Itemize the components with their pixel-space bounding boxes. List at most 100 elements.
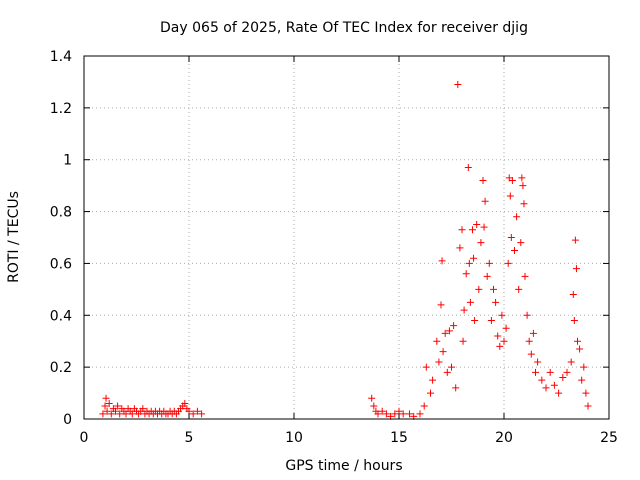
data-point	[416, 410, 424, 418]
data-point	[122, 410, 130, 418]
data-point	[445, 327, 453, 335]
data-point	[513, 213, 521, 221]
data-point	[511, 246, 518, 254]
x-tick-label: 10	[285, 430, 303, 446]
x-tick-label: 20	[495, 430, 513, 446]
data-point	[441, 329, 449, 337]
data-point	[580, 363, 588, 371]
data-point	[462, 270, 470, 278]
data-point	[456, 244, 464, 252]
data-point	[518, 174, 526, 182]
y-tick-label: 0.8	[50, 205, 72, 221]
data-point	[567, 358, 575, 366]
data-point	[483, 272, 491, 280]
y-tick-label: 1.4	[50, 49, 72, 65]
data-point	[508, 176, 516, 184]
data-point	[521, 272, 529, 280]
data-point	[532, 368, 539, 376]
grid-lines	[84, 56, 609, 419]
data-point	[477, 239, 485, 247]
y-tick-label: 1	[63, 153, 72, 169]
data-point	[574, 337, 581, 345]
x-tick-label: 25	[600, 430, 618, 446]
data-point	[128, 410, 136, 418]
data-point	[102, 394, 110, 402]
data-point	[459, 337, 467, 345]
data-point	[99, 410, 107, 418]
data-point	[502, 324, 510, 332]
data-point	[460, 306, 468, 314]
data-point	[101, 402, 109, 410]
data-point	[452, 384, 460, 392]
data-point	[443, 368, 451, 376]
data-point	[527, 350, 535, 358]
data-point	[112, 407, 119, 415]
x-tick-label: 15	[390, 430, 408, 446]
y-tick-label: 0.2	[50, 360, 72, 376]
chart-title: Day 065 of 2025, Rate Of TEC Index for r…	[160, 20, 528, 36]
data-point	[498, 311, 506, 319]
data-point	[422, 363, 430, 371]
data-point	[523, 311, 531, 319]
data-point	[519, 182, 527, 190]
data-point	[105, 399, 113, 407]
data-point	[139, 405, 147, 413]
data-point	[374, 410, 382, 418]
data-point	[570, 316, 578, 324]
data-point	[487, 316, 495, 324]
axis-ticks: 0 5 10 15 20 25 0 0.2 0.4 0.6 0.8 1 1.2 1.4	[50, 49, 618, 446]
data-point	[399, 410, 407, 418]
data-point	[466, 298, 474, 306]
data-point	[559, 374, 567, 382]
y-tick-label: 0	[63, 412, 72, 428]
y-tick-label: 0.4	[50, 308, 72, 324]
data-point	[437, 301, 445, 309]
data-point	[465, 259, 473, 267]
data-point	[454, 81, 462, 89]
data-point	[464, 163, 472, 171]
data-point	[515, 285, 523, 293]
data-point	[450, 322, 458, 330]
data-point	[496, 342, 504, 350]
y-tick-label: 1.2	[50, 101, 72, 117]
data-point	[448, 363, 455, 371]
data-point	[481, 197, 489, 205]
data-point	[569, 291, 577, 299]
data-point	[427, 389, 434, 397]
data-point	[546, 368, 554, 376]
data-point	[370, 402, 378, 410]
y-axis-label: ROTI / TECUs	[6, 191, 22, 283]
data-point	[520, 200, 528, 208]
data-point	[391, 410, 399, 418]
data-point	[438, 257, 446, 265]
data-point	[107, 410, 115, 418]
data-point	[181, 399, 189, 407]
data-point	[433, 337, 441, 345]
data-point	[576, 345, 584, 353]
data-point	[534, 358, 542, 366]
data-point	[571, 236, 579, 244]
data-points	[99, 81, 592, 420]
x-tick-label: 5	[185, 430, 194, 446]
data-point	[475, 285, 483, 293]
y-tick-label: 0.6	[50, 256, 72, 272]
data-point	[572, 265, 580, 273]
data-point	[479, 176, 487, 184]
data-point	[193, 407, 201, 415]
data-point	[469, 226, 476, 234]
data-point	[485, 259, 493, 267]
data-point	[555, 389, 563, 397]
data-point	[582, 389, 590, 397]
data-point	[458, 226, 466, 234]
data-point	[504, 259, 512, 267]
data-point	[368, 394, 376, 402]
data-point	[429, 376, 437, 384]
data-point	[439, 348, 447, 356]
data-point	[563, 368, 571, 376]
data-point	[473, 221, 481, 229]
data-point	[471, 316, 479, 324]
data-point	[480, 223, 488, 231]
data-point	[550, 381, 558, 389]
data-point	[529, 329, 537, 337]
